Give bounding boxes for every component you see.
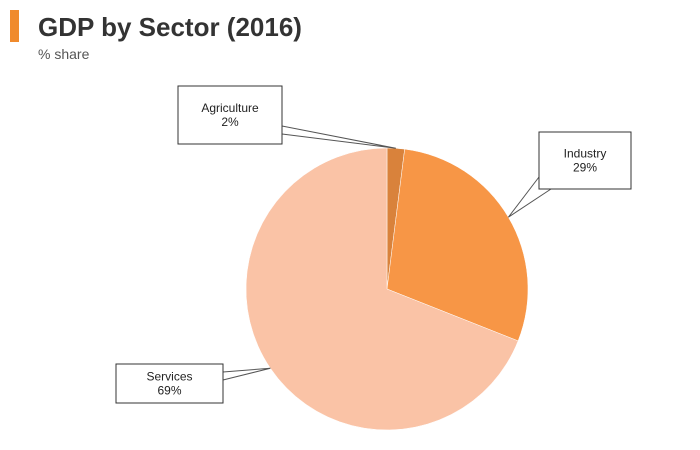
callout-pointer <box>222 367 271 381</box>
chart-title: GDP by Sector (2016) <box>38 12 302 42</box>
slice-label: Services <box>146 370 192 384</box>
slice-label: Agriculture <box>201 101 259 115</box>
callout-pointer <box>507 176 552 218</box>
slice-label: Industry <box>564 147 607 161</box>
pie-slices <box>245 147 529 431</box>
chart-subtitle: % share <box>38 46 90 62</box>
callout-box <box>115 363 224 404</box>
callout-box <box>538 131 632 190</box>
slice-value-label: 2% <box>221 115 239 129</box>
callout-box <box>177 85 283 145</box>
slice-value-label: 69% <box>157 384 181 398</box>
title-accent-bar <box>10 10 19 42</box>
callout-pointer <box>281 125 396 149</box>
slice-value-label: 29% <box>573 161 597 175</box>
